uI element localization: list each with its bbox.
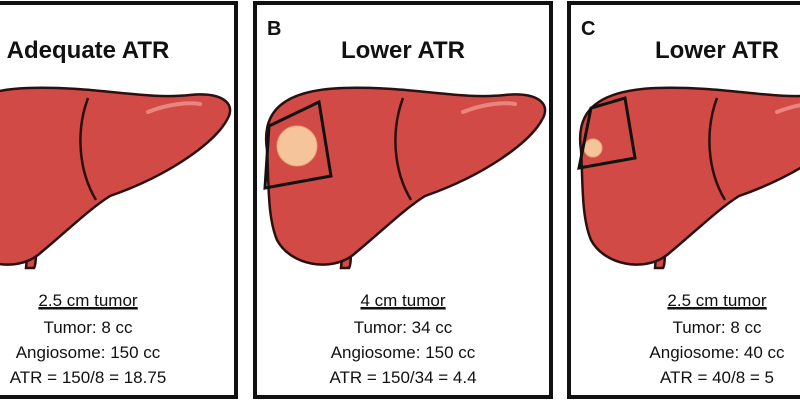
tumor (583, 138, 603, 158)
tumor-volume: Tumor: 34 cc (354, 318, 453, 337)
panel: C Lower ATR 2.5 cm tumor Tumor: 8 cc Angioso… (567, 1, 800, 399)
angiosome-volume: Angiosome: 150 cc (16, 343, 161, 362)
panel: Adequate ATR 2.5 cm tumor Tumor: 8 cc Angio… (0, 1, 238, 399)
tumor-size: 2.5 cm tumor (667, 291, 767, 310)
tumor-size: 2.5 cm tumor (38, 291, 138, 310)
angiosome-box (577, 96, 637, 170)
atr-value: ATR = 150/34 = 4.4 (329, 368, 476, 387)
panel-title: Lower ATR (655, 37, 779, 64)
tumor (276, 125, 318, 167)
angiosome-volume: Angiosome: 150 cc (331, 343, 476, 362)
tumor-size: 4 cm tumor (360, 291, 445, 310)
panel-letter: B (267, 18, 281, 40)
panel: B Lower ATR 4 cm tumor Tumor: 34 cc Angiosom… (253, 1, 553, 399)
angiosome-volume: Angiosome: 40 cc (649, 343, 785, 362)
panel-title: Adequate ATR (7, 37, 170, 64)
panel-title: Lower ATR (341, 37, 465, 64)
panel-letter: C (581, 18, 595, 40)
tumor-volume: Tumor: 8 cc (43, 318, 133, 337)
atr-value: ATR = 150/8 = 18.75 (10, 368, 167, 387)
tumor-volume: Tumor: 8 cc (672, 318, 762, 337)
atr-value: ATR = 40/8 = 5 (660, 368, 774, 387)
angiosome-box (263, 99, 333, 190)
